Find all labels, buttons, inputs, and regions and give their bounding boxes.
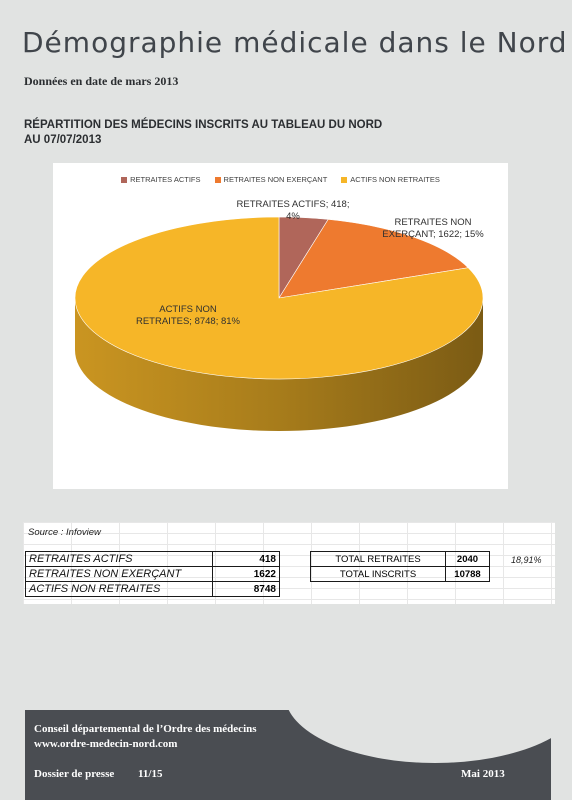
footer-date: Mai 2013 xyxy=(461,768,505,780)
data-label-line: ACTIFS NON xyxy=(159,304,217,315)
page-title: Démographie médicale dans le Nord xyxy=(22,26,568,59)
data-table-panel: Source : Infoview RETRAITES ACTIFS 418 R… xyxy=(23,522,555,604)
data-label-line: RETRAITES NON xyxy=(394,217,472,228)
section-title-line-1: RÉPARTITION DES MÉDECINS INSCRITS AU TAB… xyxy=(24,119,383,131)
legend-item-retraites-actifs: RETRAITES ACTIFS xyxy=(121,175,201,184)
data-label-retraites-non-exercant: RETRAITES NON EXERÇANT; 1622; 15% xyxy=(363,217,503,241)
table-cell-value: 8748 xyxy=(212,581,280,597)
data-label-line: RETRAITES; 8748; 81% xyxy=(135,316,241,327)
legend-label: ACTIFS NON RETRAITES xyxy=(350,175,440,184)
footer-decoration xyxy=(288,710,551,763)
chart-legend: RETRAITES ACTIFS RETRAITES NON EXERÇANT … xyxy=(53,175,508,184)
table-cell-value: 418 xyxy=(212,551,280,567)
data-label-actifs-non-retraites: ACTIFS NON RETRAITES; 8748; 81% xyxy=(123,304,253,328)
legend-item-actifs-non-retraites: ACTIFS NON RETRAITES xyxy=(341,175,440,184)
table-row: RETRAITES ACTIFS 418 xyxy=(25,551,280,567)
pie-slice-retraites-non-exer-ant xyxy=(278,219,469,299)
total-cell-label: TOTAL RETRAITES xyxy=(310,551,446,567)
table-row: ACTIFS NON RETRAITES 8748 xyxy=(25,581,280,597)
pie-chart: RETRAITES ACTIFS RETRAITES NON EXERÇANT … xyxy=(53,163,508,489)
footer-dossier: Dossier de presse xyxy=(34,768,115,780)
table-cell-label: ACTIFS NON RETRAITES xyxy=(25,581,213,597)
data-date-note: Données en date de mars 2013 xyxy=(24,74,179,88)
total-cell-value: 10788 xyxy=(445,566,490,582)
data-label-line: EXERÇANT; 1622; 15% xyxy=(382,229,484,240)
legend-swatch-actifs-non-retraites xyxy=(341,176,348,183)
totals-table: TOTAL RETRAITES 2040 TOTAL INSCRITS 1078… xyxy=(310,551,490,582)
legend-swatch-retraites-actifs xyxy=(121,176,128,183)
legend-label: RETRAITES NON EXERÇANT xyxy=(223,175,328,184)
table-row: TOTAL INSCRITS 10788 xyxy=(310,566,490,582)
footer-page-number: 11/15 xyxy=(138,768,163,780)
footer-url: www.ordre-medecin-nord.com xyxy=(34,738,178,750)
pie-slice-actifs-non-retraites xyxy=(74,216,484,380)
table-row: RETRAITES NON EXERÇANT 1622 xyxy=(25,566,280,582)
pie-chart-canvas xyxy=(74,216,484,431)
section-title-line-2: AU 07/07/2013 xyxy=(24,134,102,146)
category-table: RETRAITES ACTIFS 418 RETRAITES NON EXERÇ… xyxy=(25,551,280,597)
table-source: Source : Infoview xyxy=(28,527,101,538)
pie-side-wall xyxy=(75,298,483,431)
data-label-line: RETRAITES ACTIFS; 418; xyxy=(236,199,350,210)
table-cell-value: 1622 xyxy=(212,566,280,582)
total-cell-label: TOTAL INSCRITS xyxy=(310,566,446,582)
legend-swatch-retraites-non-exercant xyxy=(214,176,221,183)
data-label-retraites-actifs: RETRAITES ACTIFS; 418; 4% xyxy=(223,199,363,223)
legend-label: RETRAITES ACTIFS xyxy=(130,175,201,184)
table-row: TOTAL RETRAITES 2040 xyxy=(310,551,490,567)
footer-org: Conseil départemental de l’Ordre des méd… xyxy=(34,723,257,735)
data-label-line: 4% xyxy=(286,211,300,222)
table-cell-label: RETRAITES NON EXERÇANT xyxy=(25,566,213,582)
total-cell-value: 2040 xyxy=(445,551,490,567)
section-title: RÉPARTITION DES MÉDECINS INSCRITS AU TAB… xyxy=(24,118,382,148)
legend-item-retraites-non-exercant: RETRAITES NON EXERÇANT xyxy=(214,175,328,184)
footer-band: Conseil départemental de l’Ordre des méd… xyxy=(25,710,551,800)
percent-retraites: 18,91% xyxy=(511,555,542,565)
table-cell-label: RETRAITES ACTIFS xyxy=(25,551,213,567)
